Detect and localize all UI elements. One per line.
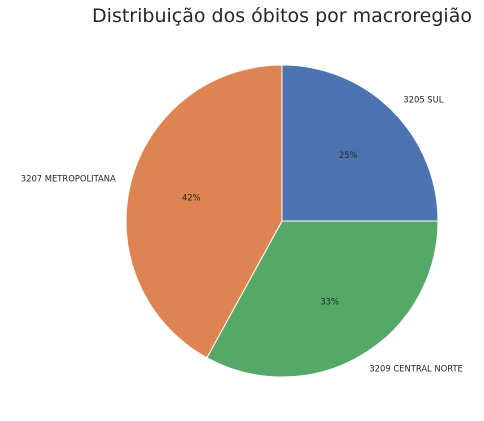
pie-slices: [125, 64, 439, 378]
slice-percent-label: 25%: [339, 150, 358, 160]
slice-category-label: 3205 SUL: [403, 95, 443, 105]
slice-category-label: 3207 METROPOLITANA: [21, 173, 116, 183]
chart-title: Distribuição dos óbitos por macroregião: [92, 5, 472, 27]
pie-slice-3209-central-norte: [206, 220, 439, 378]
pie-labels: 3205 SUL 25% 3209 CENTRAL NORTE 33% 3207 MET…: [21, 95, 463, 374]
pie-slice-3207-metropolitana: [125, 64, 283, 359]
slice-percent-label: 33%: [320, 297, 339, 307]
pie-slice-3205-sul: [281, 64, 439, 222]
slice-percent-label: 42%: [182, 193, 201, 203]
slice-category-label: 3209 CENTRAL NORTE: [369, 364, 463, 374]
